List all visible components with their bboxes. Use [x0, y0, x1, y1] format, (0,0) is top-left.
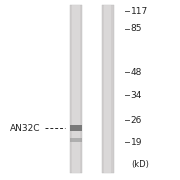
Bar [104, 5, 111, 173]
Text: 19: 19 [131, 138, 142, 147]
Bar [70, 125, 82, 131]
Text: 34: 34 [131, 91, 142, 100]
Bar [70, 138, 82, 142]
Bar [70, 5, 82, 173]
Text: AN32C: AN32C [10, 124, 41, 133]
Bar [102, 5, 114, 173]
Text: 48: 48 [131, 68, 142, 77]
Bar [72, 5, 80, 173]
Text: 117: 117 [131, 7, 148, 16]
Text: 26: 26 [131, 116, 142, 125]
Text: (kD): (kD) [131, 160, 149, 169]
Text: 85: 85 [131, 24, 142, 33]
